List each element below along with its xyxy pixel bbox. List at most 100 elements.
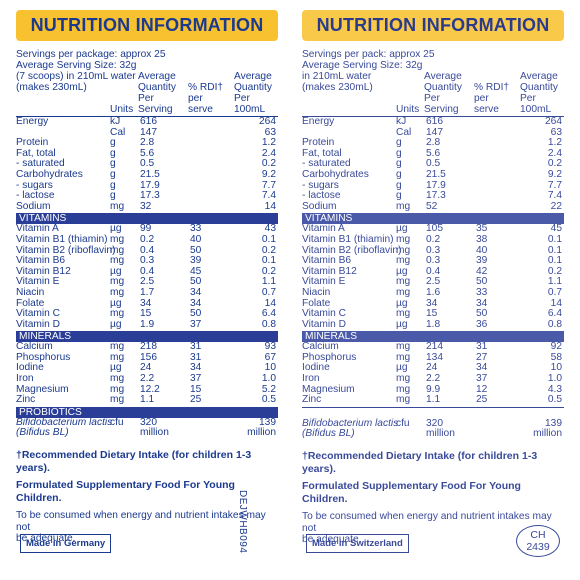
probiotic-name: Bifidobacterium lactis xyxy=(302,417,399,429)
nutrient-name: Folate xyxy=(302,297,331,309)
rdi-value xyxy=(184,149,228,160)
nutrient-unit: mg xyxy=(110,276,125,288)
table-row: Magnesium mg 9.9 12 4.3 xyxy=(302,384,564,396)
per-100ml-value: 7.4 xyxy=(547,190,562,202)
probiotic-rows: Bifidobacterium lactis cfu 320 139 (Bifidus … xyxy=(302,417,564,440)
per-100ml-value: 6.4 xyxy=(547,308,562,320)
nutrient-unit: µg xyxy=(110,297,122,309)
per-100ml-value: 0.5 xyxy=(261,394,276,406)
per-100ml-value: 92 xyxy=(550,341,562,353)
per-serving-value: 1.9 xyxy=(140,318,155,330)
rdi-value xyxy=(470,138,514,149)
nutrient-unit: mg xyxy=(110,255,125,267)
probiotic-strain: (Bifidus BL) xyxy=(16,427,69,439)
table-row: Iodine µg 24 34 10 xyxy=(302,363,564,374)
table-row: Energy kJ 616 264 xyxy=(16,116,278,128)
consume-footnote: To be consumed when energy and nutrient … xyxy=(302,511,552,546)
nutrient-unit: mg xyxy=(110,394,125,406)
rdi-value: 34 xyxy=(476,297,488,309)
nutrition-title: NUTRITION INFORMATION xyxy=(302,10,564,41)
nutrient-name: Calcium xyxy=(16,341,53,353)
rdi-value xyxy=(470,191,514,202)
table-row: Protein g 2.8 1.2 xyxy=(16,138,278,149)
nutrient-name: Fat, total xyxy=(302,147,342,159)
nutrient-unit: mg xyxy=(110,373,125,385)
table-row: Vitamin D µg 1.9 37 0.8 xyxy=(16,318,278,331)
rdi-value: 34 xyxy=(476,362,488,374)
rdi-value: 50 xyxy=(476,276,488,288)
nutrient-name: - sugars xyxy=(16,179,53,191)
servings-line: Servings per pack: approx 25 xyxy=(302,49,435,60)
table-row: (Bifidus BL) million million xyxy=(302,429,564,440)
nutrient-unit: cfu xyxy=(396,417,410,429)
per-100ml-value: 2.4 xyxy=(547,147,562,159)
rdi-value: 50 xyxy=(190,276,202,288)
nutrient-unit: mg xyxy=(396,286,411,298)
table-header: Units Average Quantity Per Serving % RDI† p… xyxy=(16,71,278,117)
per-100ml-value: 0.5 xyxy=(547,394,562,406)
per-serving-value: 21.5 xyxy=(140,168,160,180)
nutrient-unit: mg xyxy=(396,341,411,353)
rdi-value: 50 xyxy=(476,308,488,320)
table-row: Iodine µg 24 34 10 xyxy=(16,363,278,374)
nutrient-unit: g xyxy=(396,168,402,180)
nutrient-unit: mg xyxy=(110,383,125,395)
vitamins-section-header: VITAMINS xyxy=(302,213,564,225)
table-row: Sodium mg 52 22 xyxy=(302,201,564,213)
per-100ml-value: 1.1 xyxy=(261,276,276,288)
rdi-value: 34 xyxy=(190,297,202,309)
nutrient-name: Niacin xyxy=(302,286,331,298)
table-row: Vitamin E mg 2.5 50 1.1 xyxy=(16,277,278,288)
nutrient-name: Vitamin C xyxy=(302,308,346,320)
rdi-value xyxy=(470,128,514,139)
nutrient-name: Vitamin B1 (thiamin) xyxy=(16,233,108,245)
right-label-panel: NUTRITION INFORMATION Servings per pack:… xyxy=(302,10,564,572)
nutrient-name: Vitamin D xyxy=(302,318,346,330)
nutrient-name: Calcium xyxy=(302,341,339,353)
nutrient-unit: mg xyxy=(396,233,411,245)
rdi-value xyxy=(184,117,228,128)
per-100ml-value: 0.2 xyxy=(261,244,276,256)
probiotics-spacer xyxy=(302,406,564,419)
per-100ml-value: 139 xyxy=(259,416,276,428)
nutrient-unit: µg xyxy=(396,297,408,309)
nutrient-unit: mg xyxy=(110,200,125,212)
nutrient-name: Iron xyxy=(16,373,34,385)
nutrient-unit: g xyxy=(396,158,402,170)
per-serving-value: 1.1 xyxy=(426,394,441,406)
table-row: Fat, total g 5.6 2.4 xyxy=(16,147,278,160)
formula-footnote: Formulated Supplementary Food For Young … xyxy=(302,480,521,506)
per-serving-value: 320 xyxy=(140,416,157,428)
per-serving-value: 616 xyxy=(140,116,157,127)
per-100ml-value: 0.2 xyxy=(547,158,562,170)
table-row: Folate µg 34 34 14 xyxy=(302,297,564,310)
rdi-value: 25 xyxy=(476,394,488,406)
per-100ml-value: 0.1 xyxy=(261,233,276,245)
nutrient-unit: µg xyxy=(110,265,122,277)
servings-line: Average Serving Size: 32g xyxy=(16,60,137,71)
servings-line: (makes 230mL) xyxy=(16,82,87,93)
mineral-rows: Calcium mg 218 31 93 Phosphorus mg 156 31 67 Iodin… xyxy=(16,342,278,406)
per-100ml-value: 14 xyxy=(264,297,276,309)
nutrient-unit: mg xyxy=(110,233,125,245)
per-serving-value: 0.3 xyxy=(426,244,441,256)
per-serving-value: 5.6 xyxy=(140,147,155,159)
nutrient-unit: mg xyxy=(396,244,411,256)
nutrient-name: Sodium xyxy=(16,200,51,212)
per-100ml-value: 93 xyxy=(264,341,276,353)
servings-info: Servings per pack: approx 25 Average Ser… xyxy=(302,49,564,93)
table-row: Sodium mg 32 14 xyxy=(16,200,278,213)
per-serving-value: 15 xyxy=(140,308,152,320)
per-100ml-value: 9.2 xyxy=(547,168,562,180)
nutrient-unit: mg xyxy=(396,255,411,267)
table-row: (Bifidus BL) million million xyxy=(16,428,278,439)
nutrient-name: Carbohydrates xyxy=(302,168,369,180)
table-row: Vitamin B12 µg 0.4 45 0.2 xyxy=(16,265,278,278)
per-100ml-value: 1.2 xyxy=(547,137,562,149)
per-100ml-value: 43 xyxy=(264,223,276,235)
nutrition-title: NUTRITION INFORMATION xyxy=(16,10,278,41)
nutrient-unit: g xyxy=(110,147,116,159)
table-row: Zinc mg 1.1 25 0.5 xyxy=(302,395,564,406)
per-serving-value: 0.4 xyxy=(140,244,155,256)
